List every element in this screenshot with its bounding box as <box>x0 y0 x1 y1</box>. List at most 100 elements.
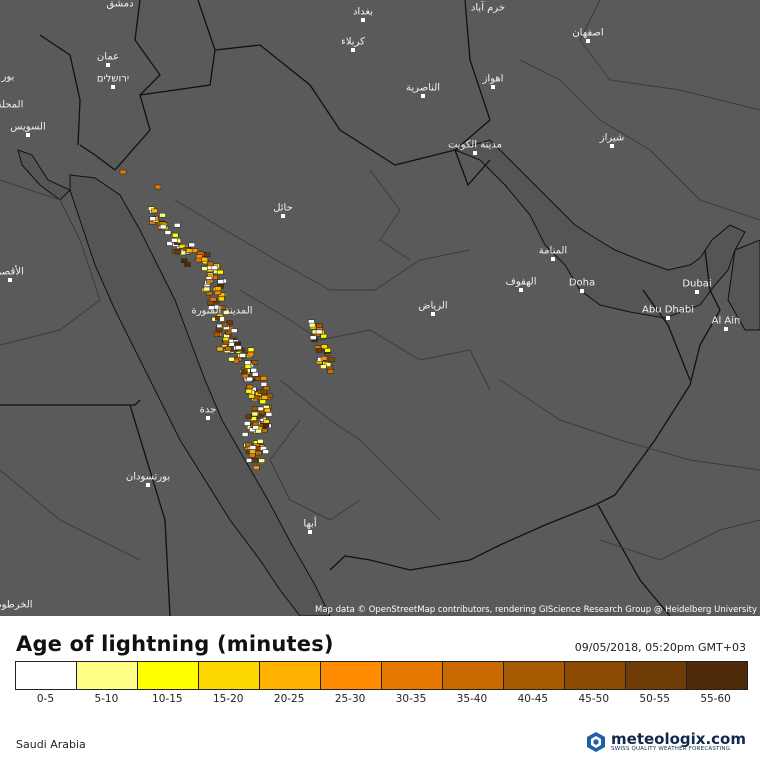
city-marker <box>111 85 115 89</box>
legend-swatch <box>260 662 321 689</box>
city-label: Doha <box>568 277 596 289</box>
city-marker <box>431 312 435 316</box>
city-marker <box>580 289 584 293</box>
sea-areas <box>17 139 760 616</box>
lightning-strike-marker <box>174 249 182 255</box>
city-marker <box>146 483 150 487</box>
legend-swatch <box>565 662 626 689</box>
brand-logo-block[interactable]: meteologix.com SWISS QUALITY WEATHER FOR… <box>585 731 746 753</box>
lightning-strike-marker <box>320 364 327 369</box>
city-label: المحلة <box>0 99 24 111</box>
lightning-strike-marker <box>249 445 257 450</box>
legend-swatch <box>16 662 77 689</box>
legend-swatch <box>77 662 138 689</box>
lightning-strike-marker <box>239 353 246 358</box>
legend-label: 45-50 <box>578 693 610 705</box>
province-borders <box>0 0 760 561</box>
lightning-strike-marker <box>184 262 191 267</box>
lightning-strike-marker <box>171 238 178 243</box>
legend-swatch <box>382 662 443 689</box>
lightning-strike-marker <box>257 439 264 444</box>
lightning-strike-marker <box>119 169 127 175</box>
lightning-strike-marker <box>215 327 223 332</box>
legend-color-bar <box>15 661 748 690</box>
city-marker <box>8 278 12 282</box>
city-label: ירושלים <box>96 73 130 85</box>
lightning-map[interactable]: دمشق بغداد خرم آباد کربلاء اصفهان عمان ירושלים… <box>0 0 760 616</box>
legend-swatch <box>504 662 565 689</box>
lightning-strike-marker <box>246 376 253 382</box>
city-label: Al Ain <box>711 315 741 327</box>
lightning-strike-marker <box>214 286 222 291</box>
lightning-strike-marker <box>211 265 219 270</box>
city-marker <box>724 327 728 331</box>
city-label: Abu Dhabi <box>642 304 694 316</box>
city-label: بورتسودان <box>125 471 171 483</box>
legend-swatch <box>443 662 504 689</box>
legend-label: 55-60 <box>700 693 731 705</box>
city-marker <box>519 288 523 292</box>
city-label: أبها <box>303 518 317 530</box>
legend-swatch <box>199 662 260 689</box>
city-marker <box>695 290 699 294</box>
lightning-strike-marker <box>243 421 251 426</box>
brand-name: meteologix.com <box>611 730 746 748</box>
city-marker <box>26 133 30 137</box>
lightning-strike-marker <box>247 347 255 352</box>
lightning-strike-marker <box>206 261 214 267</box>
lightning-strike-marker <box>260 376 268 381</box>
city-marker <box>281 214 285 218</box>
lightning-strike-marker <box>173 223 181 228</box>
lightning-strike-marker <box>235 345 242 350</box>
lightning-strike-marker <box>251 360 259 365</box>
city-marker <box>351 48 355 52</box>
lightning-strike-marker <box>216 346 224 352</box>
lightning-strike-marker <box>241 432 249 437</box>
lightning-strike-marker <box>316 323 323 328</box>
lightning-strike-marker <box>261 395 269 400</box>
lightning-strike-marker <box>254 376 262 381</box>
city-label: السويس <box>10 121 46 133</box>
lightning-strike-marker <box>246 384 254 390</box>
lightning-strike-marker <box>180 258 188 264</box>
lightning-strike-marker <box>223 310 230 315</box>
city-marker <box>491 85 495 89</box>
lightning-strike-marker <box>209 297 217 302</box>
lightning-strike-marker <box>185 248 193 253</box>
lightning-strike-marker <box>191 248 199 253</box>
lightning-strike-marker <box>226 320 233 325</box>
lightning-strike-marker <box>253 465 260 471</box>
lightning-strike-marker <box>258 410 266 415</box>
map-canvas <box>0 0 760 616</box>
city-label: الهفوف <box>505 276 537 288</box>
gulf-of-suez <box>17 149 71 201</box>
city-label: الرياض <box>418 300 448 312</box>
city-marker <box>586 39 590 43</box>
lightning-strike-marker <box>228 342 235 347</box>
lightning-strike-marker <box>224 346 232 351</box>
legend-swatch <box>687 662 747 689</box>
lightning-strike-marker <box>149 216 156 221</box>
city-label: Dubai <box>682 278 712 290</box>
legend-title: Age of lightning (minutes) <box>16 632 334 656</box>
lightning-strike-marker <box>247 351 255 357</box>
gulf-of-oman <box>727 239 760 331</box>
city-marker <box>666 316 670 320</box>
lightning-strike-marker <box>203 252 211 257</box>
lightning-strike-marker <box>201 257 209 262</box>
lightning-strike-marker <box>263 419 270 424</box>
legend-label: 35-40 <box>456 693 488 705</box>
lightning-strike-marker <box>151 208 158 214</box>
city-marker <box>106 63 110 67</box>
lightning-strike-marker <box>221 322 229 328</box>
city-label: مدينة الكويت <box>447 139 503 151</box>
city-label: کربلاء <box>341 36 365 48</box>
city-label: جدة <box>199 404 217 416</box>
lightning-strike-marker <box>249 449 256 454</box>
city-label: خرم آباد <box>470 2 506 14</box>
map-attribution[interactable]: Map data © OpenStreetMap contributors, r… <box>315 605 757 615</box>
city-marker <box>206 416 210 420</box>
lightning-strike-marker <box>217 279 225 284</box>
meteologix-logo-icon <box>587 732 606 752</box>
legend-label: 20-25 <box>273 693 305 705</box>
